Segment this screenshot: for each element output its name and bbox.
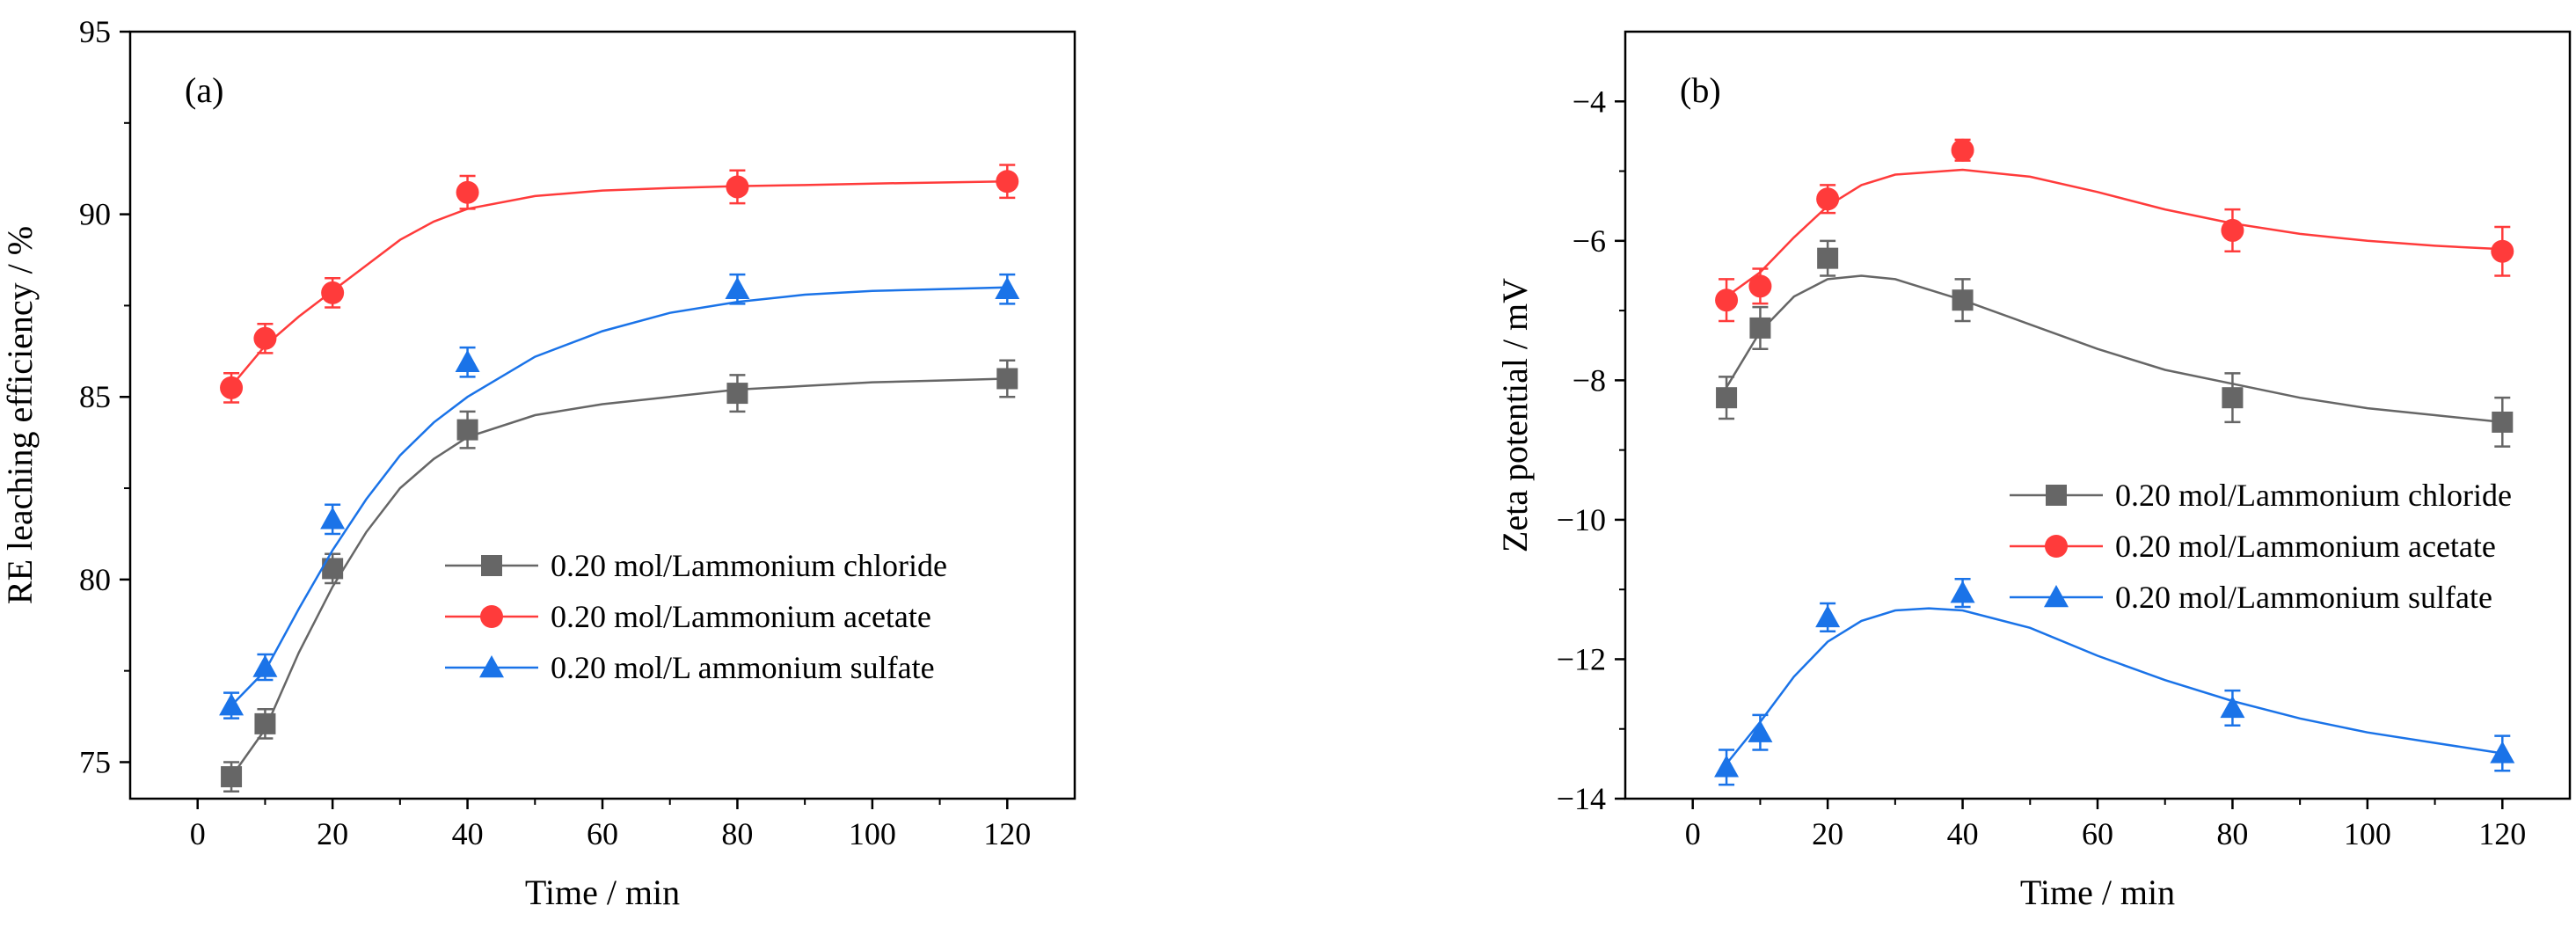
y-tick-label: 90: [79, 197, 111, 232]
data-point: [995, 276, 1020, 299]
data-point: [2220, 695, 2245, 719]
data-point: [2490, 741, 2515, 763]
data-point: [1952, 289, 1974, 311]
series-3: [219, 273, 1020, 720]
legend-marker: [481, 555, 502, 576]
x-tick-label: 20: [1812, 816, 1843, 851]
data-point: [725, 276, 750, 299]
data-point: [1951, 138, 1974, 162]
legend-label: 0.20 mol/Lammonium chloride: [551, 548, 947, 583]
chart-panel-2: 0 20 40 60 80 100 120 −4 −6 −8 −10 −12 −14 Time / min…: [1495, 30, 2572, 912]
legend-marker: [2045, 535, 2068, 558]
x-tick-label: 100: [849, 816, 896, 851]
data-point: [455, 349, 480, 372]
legend-marker: [479, 655, 504, 678]
x-tick-label: 60: [2082, 816, 2113, 851]
fit-line: [1726, 607, 2503, 765]
fit-line: [230, 286, 1008, 706]
data-point: [1748, 274, 1772, 298]
fit-line: [1726, 274, 2503, 424]
fit-line: [230, 179, 1008, 387]
legend-marker: [2044, 585, 2069, 608]
x-tick-label: 20: [317, 816, 348, 851]
data-point: [2492, 411, 2514, 433]
x-tick-label: 80: [721, 816, 753, 851]
data-point: [253, 326, 277, 350]
y-tick-label: −14: [1557, 781, 1606, 816]
x-tick-label: 120: [2478, 816, 2526, 851]
y-axis-title: Zeta potential / mV: [1495, 278, 1535, 552]
series-2: [1715, 138, 2514, 323]
legend-label: 0.20 mol/L ammonium sulfate: [551, 650, 935, 685]
data-point: [221, 766, 243, 788]
y-axis-title: RE leaching efficiency / %: [0, 226, 40, 604]
panel-label: (b): [1680, 70, 1721, 110]
data-point: [1816, 187, 1840, 211]
y-tick-label: −12: [1557, 641, 1606, 676]
x-axis-title: Time / min: [525, 873, 680, 912]
data-point: [996, 368, 1018, 390]
data-point: [1748, 720, 1773, 742]
legend-marker: [2046, 485, 2067, 506]
data-point: [456, 419, 478, 441]
y-tick-label: 75: [79, 744, 111, 779]
y-tick-label: −8: [1573, 362, 1606, 398]
y-tick-label: −4: [1573, 84, 1606, 119]
data-point: [1817, 247, 1839, 269]
x-tick-label: 120: [983, 816, 1031, 851]
data-point: [1716, 387, 1738, 409]
data-point: [1714, 755, 1740, 778]
x-tick-label: 80: [2216, 816, 2248, 851]
data-point: [1815, 604, 1841, 628]
legend: 0.20 mol/Lammonium chloride 0.20 mol/Lamm…: [2010, 478, 2512, 615]
x-tick-label: 100: [2344, 816, 2391, 851]
fit-line: [230, 377, 1008, 778]
data-point: [1715, 289, 1739, 312]
y-tick-label: 80: [79, 562, 111, 597]
data-point: [254, 712, 276, 734]
data-point: [2221, 218, 2244, 242]
data-point: [2222, 387, 2244, 409]
data-point: [726, 175, 749, 199]
legend-label: 0.20 mol/Lammonium chloride: [2115, 478, 2512, 513]
y-tick-label: 95: [79, 14, 111, 49]
data-point: [1749, 317, 1771, 339]
data-point: [320, 507, 346, 530]
data-point: [252, 654, 278, 677]
x-tick-label: 0: [190, 816, 206, 851]
panel-label: (a): [185, 70, 223, 110]
x-tick-label: 0: [1685, 816, 1701, 851]
y-tick-label: −10: [1557, 502, 1606, 537]
x-tick-label: 40: [1947, 816, 1979, 851]
series-3: [1714, 578, 2515, 786]
data-point: [456, 180, 479, 204]
data-point: [726, 383, 748, 405]
x-tick-label: 40: [452, 816, 484, 851]
data-point: [219, 693, 244, 716]
data-point: [1950, 581, 1975, 603]
legend-label: 0.20 mol/Lammonium acetate: [551, 599, 931, 634]
data-point: [220, 376, 244, 399]
series-2: [220, 164, 1019, 404]
x-axis-title: Time / min: [2020, 873, 2175, 912]
legend-marker: [480, 605, 503, 628]
series-1: [1716, 239, 2514, 448]
series-1: [221, 359, 1018, 793]
legend-label: 0.20 mol/Lammonium sulfate: [2115, 580, 2492, 615]
chart-panel-1: 0 20 40 60 80 100 120 75 80 85 90 95 Time / min RE le…: [0, 14, 1076, 912]
data-point: [2491, 239, 2514, 263]
data-point: [321, 281, 345, 304]
legend-label: 0.20 mol/Lammonium acetate: [2115, 529, 2496, 564]
data-point: [996, 170, 1019, 194]
legend: 0.20 mol/Lammonium chloride 0.20 mol/Lamm…: [445, 548, 947, 685]
y-tick-label: 85: [79, 379, 111, 414]
fit-line: [1726, 168, 2503, 298]
y-tick-label: −6: [1573, 223, 1606, 259]
x-tick-label: 60: [587, 816, 618, 851]
